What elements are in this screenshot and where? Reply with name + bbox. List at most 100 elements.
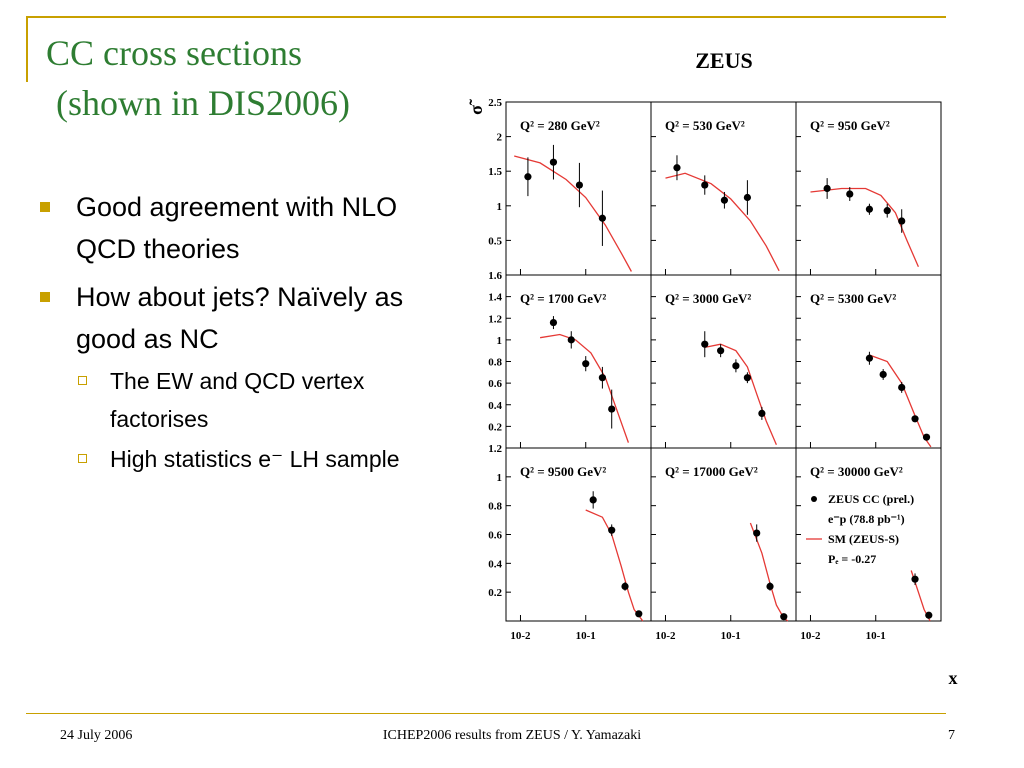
data-point: [898, 383, 906, 392]
data-point: [911, 415, 919, 423]
bullet-item: How about jets? Naïvely as good as NC Th…: [38, 276, 458, 478]
data-point: [720, 196, 729, 204]
data-point: [743, 374, 751, 382]
y-tick-label: 1.2: [488, 313, 502, 325]
y-tick-label: 1: [497, 472, 503, 484]
legend-entry: SM (ZEUS-S): [828, 532, 899, 546]
data-point: [883, 207, 891, 215]
hollow-square-bullet-icon: [78, 376, 87, 385]
x-tick-label: 10-2: [800, 630, 821, 642]
data-point: [743, 193, 751, 202]
bullet-list: Good agreement with NLO QCD theories How…: [38, 186, 458, 484]
x-tick-label: 10-1: [576, 630, 596, 642]
chart-title: ZEUS: [695, 48, 752, 73]
y-tick-label: 0.4: [488, 400, 502, 412]
data-point: [823, 184, 831, 193]
panel-label: Q² = 5300 GeV²: [810, 291, 896, 306]
panel-grid: 0.5 1 1.5 2 2.5 Q² = 280 GeV² Q² = 530 GeV² Q² …: [488, 97, 942, 642]
data-point: [717, 347, 725, 355]
hollow-square-bullet-icon: [78, 454, 87, 463]
footer-date: 24 July 2006: [60, 728, 133, 743]
data-point: [865, 205, 874, 213]
footer-page-number: 7: [948, 728, 955, 743]
sub-bullet-text: The EW and QCD vertex factorises: [110, 368, 365, 432]
data-point: [732, 362, 740, 370]
data-point: [766, 582, 774, 591]
data-point: [549, 158, 558, 166]
data-point: [846, 190, 854, 198]
footer-center: ICHEP2006 results from ZEUS / Y. Yamazak…: [382, 728, 642, 743]
left-rule: [26, 16, 28, 82]
y-tick-label: 1.4: [488, 292, 502, 304]
sm-curve: [704, 343, 777, 446]
square-bullet-icon: [40, 202, 50, 212]
legend-entry: ZEUS CC (prel.): [828, 492, 914, 506]
legend-marker: [811, 496, 817, 502]
data-point: [598, 374, 606, 382]
x-tick-label: 10-2: [510, 630, 531, 642]
panel-label: Q² = 3000 GeV²: [665, 291, 751, 306]
y-tick-label: 1.5: [488, 166, 502, 178]
y-tick-label: 0.4: [488, 558, 502, 570]
y-tick-label: 1: [497, 335, 503, 347]
sm-curve: [749, 522, 789, 622]
data-point: [635, 610, 643, 618]
slide-title-line2: (shown in DIS2006): [56, 83, 350, 123]
slide-title: CC cross sections (shown in DIS2006): [46, 28, 350, 128]
legend-entry: Pₑ = -0.27: [828, 552, 876, 566]
bullet-text: Good agreement with NLO QCD theories: [76, 192, 398, 264]
y-tick-label: 0.8: [488, 357, 502, 369]
data-point: [582, 360, 590, 368]
sm-curve: [665, 172, 780, 272]
y-tick-label: 0.2: [488, 587, 502, 599]
chart-svg: ZEUS σ̃ x 0.5 1 1.5 2 2.5 Q² = 280 GeV² Q² = 5…: [466, 48, 958, 688]
panel-label: Q² = 280 GeV²: [520, 118, 600, 133]
data-point: [621, 582, 629, 591]
data-point: [524, 173, 532, 181]
sm-curve: [514, 155, 632, 272]
panel-label: Q² = 9500 GeV²: [520, 464, 606, 479]
y-tick-label: 0.5: [488, 235, 502, 247]
x-axis-label: x: [949, 668, 958, 688]
x-tick-label: 10-1: [866, 630, 886, 642]
data-point: [549, 318, 558, 327]
panel-label: Q² = 530 GeV²: [665, 118, 745, 133]
sm-curve: [869, 354, 932, 448]
slide-title-line1: CC cross sections: [46, 33, 302, 73]
data-point: [758, 409, 766, 417]
bullet-item: Good agreement with NLO QCD theories: [38, 186, 458, 270]
data-point: [589, 496, 597, 504]
bottom-rule: [26, 713, 946, 714]
data-point: [780, 613, 788, 621]
panel-label: Q² = 17000 GeV²: [665, 464, 758, 479]
x-tick-label: 10-2: [655, 630, 676, 642]
data-point: [911, 575, 919, 583]
data-point: [575, 181, 584, 189]
legend-entry: e⁻p (78.8 pb⁻¹): [828, 512, 905, 526]
data-point: [925, 611, 933, 619]
y-axis-label: σ̃: [466, 99, 486, 115]
data-point: [673, 164, 681, 172]
sub-bullet-list: The EW and QCD vertex factorises High st…: [76, 362, 458, 478]
y-tick-label: 1.2: [488, 443, 502, 455]
y-tick-label: 1.6: [488, 270, 502, 282]
panel-label: Q² = 950 GeV²: [810, 118, 890, 133]
sub-bullet-item: The EW and QCD vertex factorises: [76, 362, 458, 438]
data-point: [608, 405, 616, 413]
y-tick-label: 1: [497, 201, 503, 213]
data-point: [567, 336, 575, 344]
panel-label: Q² = 30000 GeV²: [810, 464, 903, 479]
sm-curve: [585, 509, 644, 622]
sub-bullet-item: High statistics e⁻ LH sample: [76, 440, 458, 478]
data-point: [922, 433, 931, 441]
bullet-text: How about jets? Naïvely as good as NC: [76, 282, 404, 354]
data-point: [701, 340, 709, 348]
y-tick-label: 0.6: [488, 530, 502, 542]
data-point: [865, 354, 874, 362]
sub-bullet-text: High statistics e⁻ LH sample: [110, 446, 400, 472]
data-point: [898, 217, 906, 225]
data-point: [598, 214, 606, 222]
y-tick-label: 2.5: [488, 97, 502, 109]
sm-curve: [539, 333, 630, 443]
sm-curve: [810, 187, 919, 267]
